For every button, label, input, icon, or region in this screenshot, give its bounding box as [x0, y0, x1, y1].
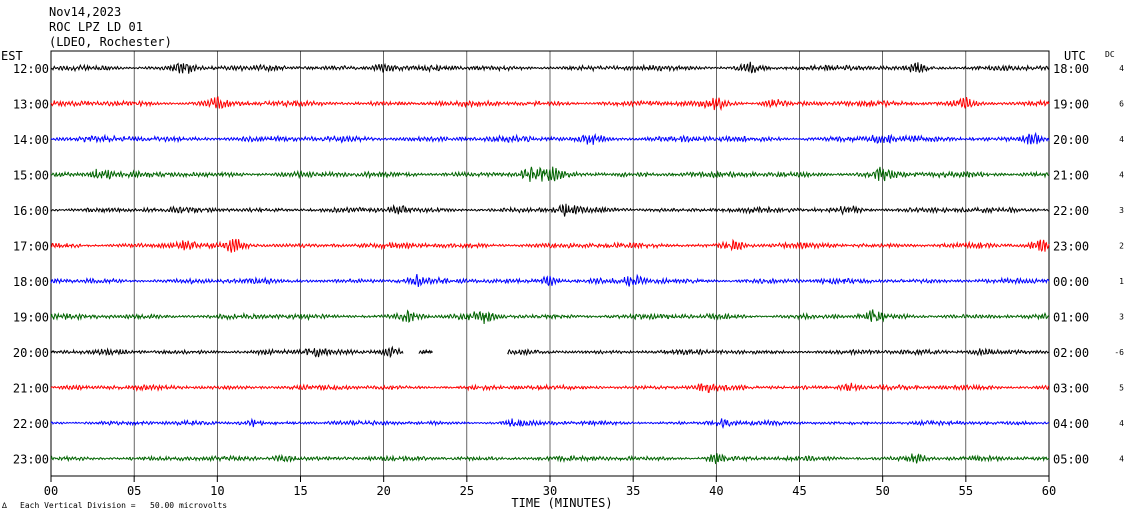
row-labels: 12:00 18:00 413:00 19:00 614:00 20:00 415:00 21…: [13, 62, 1124, 467]
dc-offset: 4: [1119, 64, 1124, 73]
est-label: 20:00: [13, 346, 49, 360]
footer-note: Each Vertical Division = 50.00 microvolt…: [20, 501, 227, 510]
x-tick-label: 55: [959, 484, 973, 498]
utc-label: 18:00: [1053, 62, 1089, 76]
x-tick-label: 50: [875, 484, 889, 498]
utc-label: 01:00: [1053, 311, 1089, 325]
est-label: 14:00: [13, 133, 49, 147]
est-label: 22:00: [13, 417, 49, 431]
x-tick-label: 15: [293, 484, 307, 498]
est-label: 18:00: [13, 275, 49, 289]
est-label: 16:00: [13, 204, 49, 218]
left-axis-title: EST: [1, 49, 23, 63]
trace-row-1900: [50, 309, 1050, 325]
dc-offset: 4: [1119, 455, 1124, 464]
dc-offset: 3: [1119, 206, 1124, 215]
trace-row-1800: [50, 273, 1050, 287]
dc-offset: 2: [1119, 242, 1124, 251]
utc-label: 19:00: [1053, 98, 1089, 112]
header-network: (LDEO, Rochester): [49, 35, 172, 49]
x-tick-label: 00: [44, 484, 58, 498]
trace-row-1600: [50, 203, 1050, 217]
est-label: 19:00: [13, 311, 49, 325]
trace-row-2300: [50, 453, 1050, 465]
utc-label: 04:00: [1053, 417, 1089, 431]
x-tick-label: 35: [626, 484, 640, 498]
utc-label: 23:00: [1053, 240, 1089, 254]
utc-label: 22:00: [1053, 204, 1089, 218]
est-label: 21:00: [13, 382, 49, 396]
trace-row-1700: [50, 238, 1050, 253]
x-tick-label: 45: [792, 484, 806, 498]
trace-row-2100: [50, 382, 1050, 393]
dc-offset: 4: [1119, 135, 1124, 144]
utc-label: 21:00: [1053, 169, 1089, 183]
dc-offset: 1: [1119, 277, 1124, 286]
traces: [50, 61, 1050, 465]
trace-row-1300: [50, 96, 1050, 112]
est-label: 13:00: [13, 98, 49, 112]
dc-offset: 5: [1119, 384, 1124, 393]
utc-label: 02:00: [1053, 346, 1089, 360]
utc-label: 20:00: [1053, 133, 1089, 147]
dc-offset: 6: [1119, 100, 1124, 109]
est-label: 15:00: [13, 169, 49, 183]
utc-label: 03:00: [1053, 382, 1089, 396]
x-tick-label: 60: [1042, 484, 1056, 498]
utc-label: 05:00: [1053, 453, 1089, 467]
x-tick-label: 40: [709, 484, 723, 498]
est-label: 12:00: [13, 62, 49, 76]
utc-label: 00:00: [1053, 275, 1089, 289]
x-tick-label: 20: [376, 484, 390, 498]
x-tick-label: 05: [127, 484, 141, 498]
footer-icon: ∆: [1, 501, 7, 510]
x-tick-label: 25: [460, 484, 474, 498]
trace-row-2200: [50, 417, 1050, 429]
x-axis: 00 05 10 15 20 25 30 35 40 45 50 55 60: [44, 476, 1056, 498]
x-tick-label: 10: [210, 484, 224, 498]
dc-offset: 4: [1119, 171, 1124, 180]
grid-lines: [133, 51, 967, 476]
dc-offset: -6: [1114, 348, 1124, 357]
dc-offset: 4: [1119, 419, 1124, 428]
x-tick-label: 30: [543, 484, 557, 498]
est-label: 23:00: [13, 453, 49, 467]
right-axis-title: UTC: [1064, 49, 1086, 63]
est-label: 17:00: [13, 240, 49, 254]
trace-row-1400: [50, 131, 1050, 145]
trace-row-1200: [50, 61, 1050, 74]
trace-row-1500: [50, 166, 1050, 182]
trace-row-2000: [50, 345, 1050, 359]
header-station: ROC LPZ LD 01: [49, 20, 143, 34]
dc-offset: 3: [1119, 313, 1124, 322]
x-axis-label: TIME (MINUTES): [511, 496, 612, 510]
dc-title: DC: [1105, 50, 1115, 59]
header-date: Nov14,2023: [49, 5, 121, 19]
